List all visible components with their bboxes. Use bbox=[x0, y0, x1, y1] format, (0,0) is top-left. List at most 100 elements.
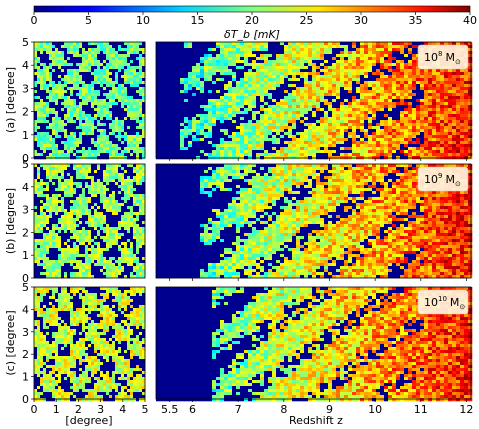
left-map-cell bbox=[67, 111, 71, 115]
lightcone-cell bbox=[436, 69, 441, 73]
left-map-cell bbox=[130, 72, 134, 76]
lightcone-cell bbox=[228, 135, 233, 139]
left-map-cell bbox=[127, 54, 131, 58]
lightcone-cell bbox=[372, 69, 377, 73]
lightcone-cell bbox=[296, 75, 301, 79]
lightcone-cell bbox=[216, 96, 221, 100]
lightcone-cell bbox=[332, 93, 337, 97]
left-map-cell bbox=[142, 179, 146, 183]
left-map-cell bbox=[52, 90, 56, 94]
lightcone-cell bbox=[368, 102, 373, 106]
lightcone-cell bbox=[260, 87, 265, 91]
left-map-cell bbox=[127, 164, 131, 168]
left-map-cell bbox=[73, 176, 77, 180]
lightcone-cell bbox=[240, 66, 245, 70]
lightcone-cell bbox=[156, 126, 161, 130]
lightcone-cell bbox=[264, 135, 269, 139]
lightcone-cell bbox=[384, 90, 389, 94]
lightcone-cell bbox=[248, 60, 253, 64]
lightcone-cell bbox=[316, 141, 321, 145]
left-map-cell bbox=[106, 48, 110, 52]
lightcone-cell bbox=[360, 54, 365, 58]
left-map-cell bbox=[88, 84, 92, 88]
left-map-cell bbox=[64, 194, 68, 198]
left-map-cell bbox=[91, 129, 95, 133]
lightcone-cell bbox=[464, 150, 469, 154]
lightcone-cell bbox=[328, 153, 333, 157]
lightcone-cell bbox=[352, 78, 357, 82]
lightcone-cell bbox=[168, 120, 173, 124]
lightcone-cell bbox=[352, 84, 357, 88]
left-map-cell bbox=[109, 111, 113, 115]
left-map-cell bbox=[127, 87, 131, 91]
left-map-cell bbox=[97, 57, 101, 61]
lightcone-cell bbox=[360, 90, 365, 94]
lightcone-cell bbox=[312, 132, 317, 136]
left-map-cell bbox=[58, 69, 62, 73]
left-map-cell bbox=[37, 120, 41, 124]
lightcone-cell bbox=[344, 69, 349, 73]
lightcone-cell bbox=[168, 153, 173, 157]
left-map-cell bbox=[46, 60, 50, 64]
lightcone-cell bbox=[412, 138, 417, 142]
left-map-cell bbox=[43, 90, 47, 94]
left-map-cell bbox=[37, 182, 41, 186]
lightcone-cell bbox=[220, 132, 225, 136]
lightcone-cell bbox=[264, 126, 269, 130]
lightcone-cell bbox=[272, 72, 277, 76]
left-map-cell bbox=[97, 81, 101, 85]
lightcone-cell bbox=[168, 81, 173, 85]
left-map-cell bbox=[76, 69, 80, 73]
lightcone-cell bbox=[260, 126, 265, 130]
lightcone-cell bbox=[444, 141, 449, 145]
lightcone-cell bbox=[396, 117, 401, 121]
lightcone-cell bbox=[300, 132, 305, 136]
lightcone-cell bbox=[156, 51, 161, 55]
lightcone-cell bbox=[360, 147, 365, 151]
left-map-cell bbox=[61, 173, 65, 177]
lightcone-cell bbox=[308, 87, 313, 91]
lightcone-cell bbox=[240, 129, 245, 133]
lightcone-cell bbox=[236, 51, 241, 55]
lightcone-cell bbox=[292, 69, 297, 73]
lightcone-cell bbox=[376, 66, 381, 70]
lightcone-cell bbox=[340, 63, 345, 67]
left-map-cell bbox=[79, 117, 83, 121]
lightcone-cell bbox=[296, 117, 301, 121]
left-map-cell bbox=[73, 108, 77, 112]
lightcone-cell bbox=[396, 126, 401, 130]
lightcone-cell bbox=[252, 129, 257, 133]
lightcone-cell bbox=[332, 147, 337, 151]
lightcone-cell bbox=[196, 51, 201, 55]
lightcone-cell bbox=[364, 123, 369, 127]
lightcone-cell bbox=[220, 81, 225, 85]
left-map-cell bbox=[61, 114, 65, 118]
left-map-cell bbox=[142, 57, 146, 61]
lightcone-cell bbox=[372, 45, 377, 49]
lightcone-cell bbox=[356, 153, 361, 157]
lightcone-cell bbox=[456, 93, 461, 97]
left-map-cell bbox=[64, 191, 68, 195]
lightcone-cell bbox=[456, 123, 461, 127]
lightcone-cell bbox=[236, 150, 241, 154]
lightcone-cell bbox=[320, 150, 325, 154]
left-map-cell bbox=[139, 114, 143, 118]
lightcone-cell bbox=[224, 153, 229, 157]
left-map-cell bbox=[97, 120, 101, 124]
lightcone-cell bbox=[280, 144, 285, 148]
lightcone-cell bbox=[264, 75, 269, 79]
lightcone-cell bbox=[296, 63, 301, 67]
lightcone-cell bbox=[204, 135, 209, 139]
left-map-cell bbox=[100, 93, 104, 97]
lightcone-cell bbox=[284, 132, 289, 136]
left-map-cell bbox=[88, 114, 92, 118]
lightcone-cell bbox=[252, 84, 257, 88]
left-map-cell bbox=[61, 188, 65, 192]
lightcone-cell bbox=[184, 90, 189, 94]
lightcone-cell bbox=[400, 132, 405, 136]
lightcone-cell bbox=[340, 102, 345, 106]
lightcone-cell bbox=[296, 147, 301, 151]
lightcone-cell bbox=[412, 153, 417, 157]
left-map-cell bbox=[61, 60, 65, 64]
left-map-cell bbox=[139, 135, 143, 139]
